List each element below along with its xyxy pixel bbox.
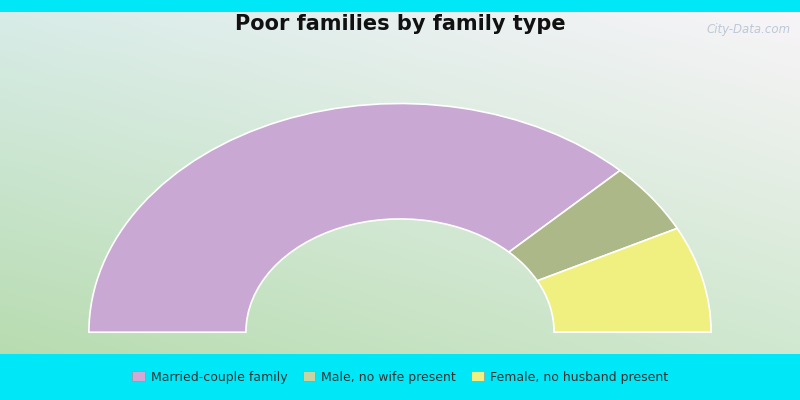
Wedge shape <box>89 104 620 332</box>
Text: Poor families by family type: Poor families by family type <box>234 14 566 34</box>
Wedge shape <box>509 170 678 281</box>
Legend: Married-couple family, Male, no wife present, Female, no husband present: Married-couple family, Male, no wife pre… <box>127 366 673 388</box>
Text: City-Data.com: City-Data.com <box>707 23 791 36</box>
Wedge shape <box>538 228 711 332</box>
